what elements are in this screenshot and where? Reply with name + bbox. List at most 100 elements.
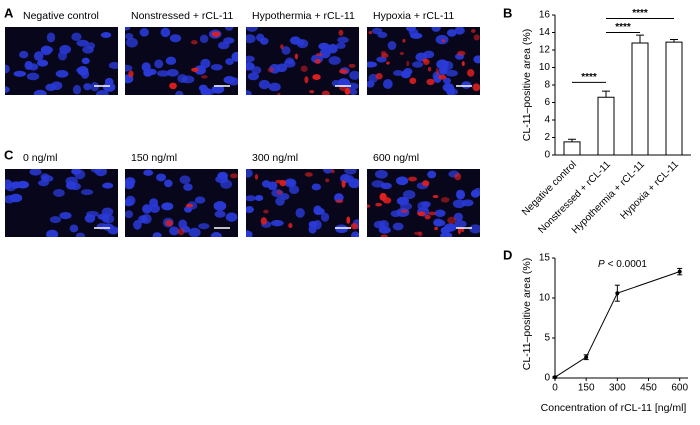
nucleus: [24, 60, 33, 70]
nucleus: [200, 87, 212, 95]
nucleus: [376, 56, 387, 63]
nucleus: [125, 195, 136, 206]
stain: [399, 52, 404, 56]
nucleus: [349, 70, 359, 80]
stain: [260, 217, 267, 225]
nucleus: [108, 61, 118, 69]
micrograph: [246, 169, 359, 237]
nucleus: [5, 86, 10, 94]
stain: [406, 60, 410, 67]
nucleus: [125, 64, 133, 72]
nucleus: [53, 189, 65, 197]
nucleus: [436, 59, 449, 70]
nucleus: [246, 27, 258, 32]
stain: [300, 65, 308, 72]
nucleus: [33, 51, 44, 62]
nucleus: [210, 232, 222, 237]
nucleus: [152, 232, 162, 237]
nucleus: [456, 190, 466, 200]
stain: [434, 226, 438, 231]
nucleus: [283, 59, 296, 68]
stain: [254, 173, 259, 180]
panel-label: A: [4, 5, 14, 20]
nucleus: [246, 206, 254, 214]
nucleus: [470, 189, 480, 198]
micrograph: [246, 27, 359, 95]
x-tick-label: 0: [552, 383, 558, 394]
nucleus: [175, 90, 184, 95]
image-caption: Hypothermia + rCL-11: [252, 10, 355, 22]
nucleus: [431, 27, 441, 32]
nucleus: [168, 226, 180, 236]
stain: [375, 202, 383, 207]
nucleus: [139, 28, 149, 37]
nucleus: [65, 176, 78, 186]
nucleus: [161, 202, 174, 211]
nucleus: [184, 206, 193, 213]
nucleus: [284, 178, 297, 188]
stain: [315, 52, 323, 57]
nucleus: [349, 88, 358, 95]
nucleus: [178, 219, 188, 230]
nucleus: [374, 169, 388, 179]
stain: [380, 51, 387, 56]
stain: [471, 29, 476, 33]
significance-label: ****: [581, 72, 597, 83]
nucleus: [198, 223, 210, 230]
nucleus: [84, 214, 96, 223]
nucleus: [454, 27, 465, 35]
y-tick-label: 6: [544, 97, 550, 108]
nucleus: [256, 33, 265, 42]
nucleus: [100, 32, 112, 39]
nucleus: [41, 175, 54, 183]
y-tick-label: 0: [544, 150, 550, 161]
nucleus: [75, 232, 85, 237]
stain: [447, 216, 457, 224]
nucleus: [177, 73, 188, 83]
stain: [368, 30, 373, 35]
stain: [288, 223, 293, 229]
nucleus: [246, 34, 256, 44]
nucleus: [280, 193, 290, 200]
nucleus: [26, 72, 40, 81]
stain: [438, 74, 447, 80]
annotation-text: < 0.0001: [608, 259, 648, 270]
stain: [263, 209, 269, 214]
stain: [267, 67, 274, 73]
nucleus: [71, 32, 82, 41]
stain: [427, 66, 432, 72]
stain: [275, 179, 283, 184]
nucleus: [339, 78, 349, 87]
nucleus: [169, 34, 182, 43]
stain: [402, 38, 406, 43]
point: [553, 375, 557, 380]
nucleus: [295, 207, 305, 218]
nucleus: [246, 195, 256, 202]
nucleus: [154, 59, 164, 69]
nucleus: [59, 211, 72, 220]
y-tick-label: 14: [539, 27, 551, 38]
nucleus: [327, 43, 338, 54]
stain: [185, 203, 194, 208]
x-tick-label: 600: [671, 383, 688, 394]
point: [677, 269, 682, 274]
nucleus: [69, 224, 79, 233]
micrograph: [125, 169, 238, 237]
nucleus: [461, 81, 472, 89]
nucleus: [194, 196, 206, 204]
nucleus: [101, 214, 110, 223]
nucleus: [427, 170, 437, 179]
x-tick-label: Hypoxia + rCL-11: [619, 159, 682, 222]
nucleus: [446, 29, 457, 37]
micrograph: [5, 27, 118, 95]
nucleus: [402, 189, 416, 200]
nucleus: [102, 82, 116, 92]
nucleus: [337, 36, 349, 44]
stain: [441, 39, 445, 43]
nucleus: [246, 169, 253, 178]
nucleus: [311, 183, 322, 191]
nucleus: [102, 182, 114, 189]
micrograph: [367, 27, 480, 95]
nucleus: [5, 64, 10, 74]
